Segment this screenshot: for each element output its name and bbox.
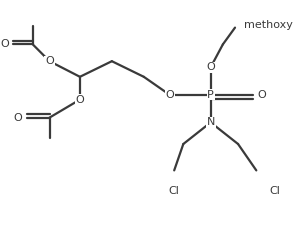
Text: O: O <box>206 62 215 72</box>
Text: P: P <box>207 90 214 100</box>
Text: O: O <box>257 90 266 100</box>
Text: Cl: Cl <box>269 186 280 196</box>
Text: N: N <box>206 117 215 127</box>
Text: O: O <box>75 95 84 105</box>
Text: O: O <box>0 39 9 49</box>
Text: O: O <box>165 90 174 100</box>
Text: Cl: Cl <box>169 186 180 196</box>
Text: O: O <box>45 56 54 66</box>
Text: methoxy: methoxy <box>244 20 293 30</box>
Text: O: O <box>13 113 22 123</box>
